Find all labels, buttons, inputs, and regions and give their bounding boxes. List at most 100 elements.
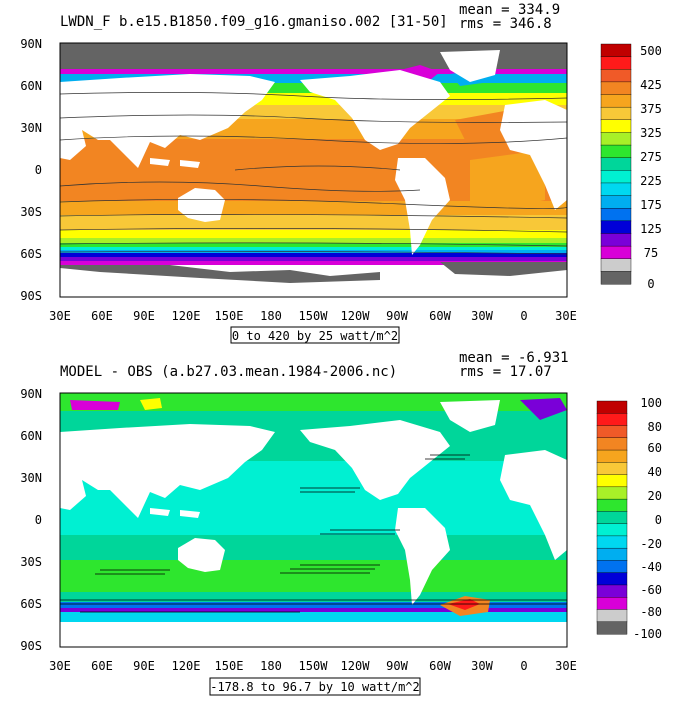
map-frame [59,42,568,298]
lon-tick-label: 150E [215,659,244,673]
colorbar-swatch [596,474,628,488]
colorbar-swatch [596,425,628,439]
colorbar-swatch [596,535,628,549]
map-field [60,393,567,647]
colorbar-label: 175 [640,198,662,212]
lon-tick-label: 180 [260,309,282,323]
lon-tick-label: 150E [215,309,244,323]
lat-tick-label: 90S [20,289,42,303]
lon-tick-label: 90W [386,659,408,673]
lat-tick-label: 0 [35,163,42,177]
colorbar-swatch [596,413,628,427]
land [60,50,567,297]
panel-title: MODEL - OBS (a.b27.03.mean.1984-2006.nc) [60,364,397,380]
colorbar-swatch [600,195,632,209]
lon-tick-label: 120W [341,659,371,673]
colorbar-label: 100 [640,396,662,410]
land [60,400,567,647]
rms-label: rms = 17.07 [459,364,552,380]
range-label: 0 to 420 by 25 watt/m^2 [232,329,398,343]
colorbar-swatch [600,119,632,133]
lat-tick-label: 0 [35,513,42,527]
lat-tick-label: 60S [20,597,42,611]
colorbar-swatch [600,233,632,247]
colorbar-label: 20 [648,489,662,503]
colorbar-swatch [596,523,628,537]
lat-tick-label: 90N [20,387,42,401]
colorbar-label: 375 [640,102,662,116]
colorbar-swatch [600,132,632,146]
panel-bottom: MODEL - OBS (a.b27.03.mean.1984-2006.nc)… [20,350,662,696]
range-box [230,326,400,344]
colorbar-label: 425 [640,78,662,92]
lon-tick-label: 60E [91,309,113,323]
lon-tick-label: 60E [91,659,113,673]
colorbar-swatch [596,547,628,561]
colorbar-labels: 100 80 60 40 20 0 -20 -40 -60 -80 -100 [633,396,662,641]
mean-label: mean = 334.9 [459,2,560,18]
lat-tick-label: 90N [20,37,42,51]
colorbar-swatch [600,208,632,222]
lon-tick-label: 180 [260,659,282,673]
colorbar-swatch [600,220,632,234]
lat-tick-label: 60S [20,247,42,261]
colorbar-label: -80 [640,605,662,619]
colorbar-label: 80 [648,420,662,434]
lon-tick-label: 30W [471,309,493,323]
panel-title: LWDN_F b.e15.B1850.f09_g16.gmaniso.002 [… [60,14,448,30]
map-frame [59,392,568,648]
colorbar-label: 275 [640,150,662,164]
colorbar-swatch [600,43,632,58]
colorbar-label: 225 [640,174,662,188]
colorbar-swatch [600,258,632,272]
colorbar-swatch [600,182,632,197]
colorbar-swatch [600,106,632,121]
colorbar-swatch [596,486,628,500]
lon-tick-label: 30E [49,309,71,323]
lat-tick-label: 60N [20,79,42,93]
colorbar-swatch [600,170,632,184]
range-box [209,677,421,696]
colorbar-label: -100 [633,627,662,641]
colorbar-swatch [600,69,632,83]
panel-top: LWDN_F b.e15.B1850.f09_g16.gmaniso.002 [… [20,2,662,344]
lon-tick-label: 90W [386,309,408,323]
colorbar-swatch [596,597,628,610]
contours [60,92,567,255]
colorbar [596,400,628,635]
colorbar-swatch [600,56,632,70]
lat-tick-label: 30N [20,121,42,135]
lat-tick-label: 90S [20,639,42,653]
lat-tick-label: 60N [20,429,42,443]
colorbar-swatch [596,511,628,525]
colorbar [600,43,632,285]
colorbar-swatch [600,81,632,96]
colorbar-swatch [600,157,632,171]
lon-axis: 30E 60E 90E 120E 150E 180 150W 120W 90W … [49,659,577,673]
range-label: -178.8 to 96.7 by 10 watt/m^2 [210,680,420,694]
colorbar-swatch [596,449,628,463]
lon-tick-label: 120W [341,309,371,323]
lon-tick-label: 30E [555,309,577,323]
colorbar-swatch [596,572,628,586]
colorbar-label: 125 [640,222,662,236]
colorbar-swatch [596,609,628,623]
lon-tick-label: 90E [133,309,155,323]
lon-tick-label: 30W [471,659,493,673]
lat-axis: 90N 60N 30N 0 30S 60S 90S [20,387,42,653]
lon-tick-label: 60W [429,659,451,673]
lon-tick-label: 60W [429,309,451,323]
colorbar-swatch [596,621,628,635]
lon-tick-label: 120E [172,309,201,323]
colorbar-swatch [596,584,628,598]
colorbar-label: 0 [655,513,662,527]
colorbar-label: 325 [640,126,662,140]
colorbar-label: -20 [640,537,662,551]
lon-tick-label: 30E [49,659,71,673]
colorbar-swatch [596,560,628,574]
lon-tick-label: 150W [299,659,329,673]
colorbar-swatch [596,462,628,476]
mean-label: mean = -6.931 [459,350,569,366]
lon-tick-label: 150W [299,309,329,323]
